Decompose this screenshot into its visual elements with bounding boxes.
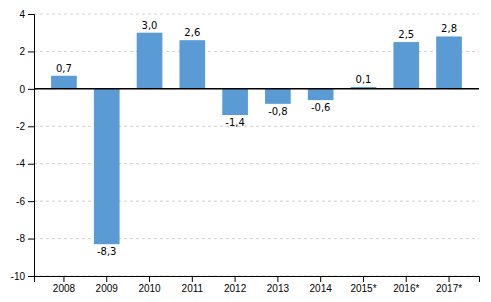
y-tick-label: -8 [16,233,25,244]
y-tick-label: -6 [16,196,25,207]
x-tick-mark [235,276,236,282]
data-label: 2,6 [184,27,200,38]
x-tick-label: 2013 [267,283,290,294]
y-tick-label: -4 [16,158,25,169]
y-tick-mark [28,51,34,52]
x-tick-label: 2012 [224,283,247,294]
bar [51,76,77,89]
x-tick-mark [406,276,407,282]
x-tick: 2014 [310,276,333,294]
x-tick-mark [449,276,450,282]
x-tick-label: 2015* [350,283,376,294]
y-tick-label: 4 [19,9,25,20]
x-tick-label: 2017* [436,283,462,294]
bar [308,89,334,100]
grid-line [34,14,479,15]
x-tick-label: 2008 [53,283,76,294]
data-label: 2,5 [398,29,414,40]
x-tick: 2009 [96,276,119,294]
x-tick-label: 2016* [393,283,419,294]
y-tick-label: -10 [11,271,26,282]
bar [222,89,248,115]
bar [94,89,120,244]
x-tick-mark [277,276,278,282]
y-tick: 2 [19,46,34,57]
x-tick-label: 2011 [182,283,204,294]
y-tick-mark [28,14,34,15]
x-tick-label: 2010 [138,283,161,294]
x-tick: 2015* [350,276,376,294]
grid [34,14,479,276]
x-tick-mark [363,276,364,282]
bar [265,89,291,104]
y-tick: -6 [16,196,34,207]
x-tick: 2016* [393,276,419,294]
x-tick: 2008 [53,276,76,294]
y-tick-mark [28,126,34,127]
x-tick: 2013 [267,276,290,294]
bar [393,42,419,89]
y-axis-line [28,15,35,277]
x-tick-mark [149,276,150,282]
data-label: 0,7 [56,63,72,74]
y-tick-mark [28,89,34,90]
data-label: -0,8 [268,106,288,117]
data-label: 2,8 [441,23,457,34]
x-tick-label: 2009 [96,283,119,294]
y-tick: -2 [16,121,34,132]
y-tick-mark [28,239,34,240]
y-axis: -10 -8 -6 -4 -2 0 2 4 [11,9,35,282]
data-label: -1,4 [225,117,245,128]
y-tick-mark [28,201,34,202]
y-tick-label: -2 [16,121,25,132]
bar [179,40,205,89]
y-tick: -10 [11,271,34,282]
bar [436,36,462,88]
data-labels: 0,7 -8,3 3,0 2,6 -1,4 -0,8 -0,6 0,1 2,5 2,8 [56,20,457,257]
x-tick: 2012 [224,276,247,294]
x-tick: 2010 [138,276,161,294]
y-tick: -4 [16,158,34,169]
x-tick-mark [63,276,64,282]
y-tick-label: 2 [19,46,25,57]
y-tick: 4 [19,9,34,20]
x-tick-label: 2014 [310,283,333,294]
data-label: -0,6 [311,102,331,113]
y-tick-mark [28,276,34,277]
y-tick-label: 0 [19,84,25,95]
y-tick-mark [28,164,34,165]
zero-line [34,88,479,90]
x-tick: 2011 [182,276,204,294]
data-label: 0,1 [356,74,372,85]
data-label: -8,3 [97,246,117,257]
grid-line [34,88,479,89]
x-tick-mark [192,276,193,282]
x-tick-mark [320,276,321,282]
bars [51,33,462,244]
x-axis: 2008 2009 2010 2011 2012 2013 2014 2015* 2016* 20… [35,276,480,294]
plot: -10-8-6-4-202420082009201020112012201320… [11,9,480,294]
x-tick-mark [106,276,107,282]
bar [137,33,163,89]
y-tick: -8 [16,233,34,244]
x-axis-line [35,277,480,283]
chart: -10-8-6-4-202420082009201020112012201320… [0,0,491,302]
data-label: 3,0 [142,20,158,31]
x-tick: 2017* [436,276,462,294]
y-tick: 0 [19,84,34,95]
